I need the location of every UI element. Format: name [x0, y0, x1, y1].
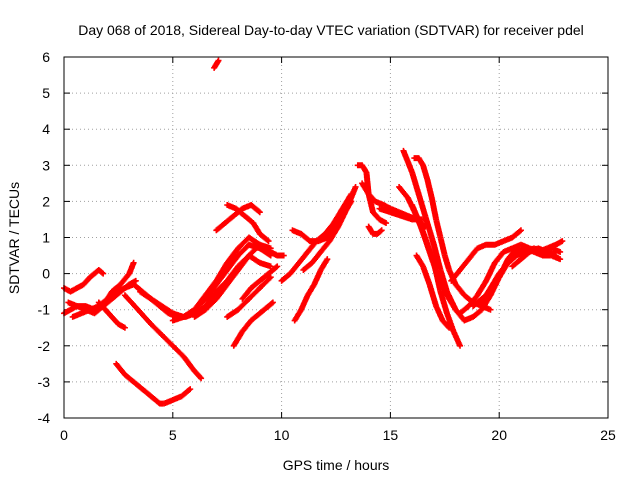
marker-trail: [510, 245, 558, 269]
series-arc-6: [121, 292, 205, 382]
marker-trail: [96, 300, 127, 330]
series-arc-26: [365, 223, 385, 237]
y-tick-label: -4: [38, 410, 51, 426]
y-tick-label: 5: [42, 85, 50, 101]
x-axis-label: GPS time / hours: [283, 457, 390, 473]
x-tick-label: 5: [169, 427, 177, 443]
series-arc-14: [224, 202, 272, 245]
series-arc-16: [230, 299, 276, 349]
marker-trail: [366, 224, 384, 237]
series-arc-36: [509, 245, 559, 270]
y-tick-label: 4: [42, 121, 50, 137]
marker-trail: [192, 253, 273, 320]
series-arc-23: [354, 162, 390, 227]
series-arc-5: [95, 299, 128, 331]
marker-trail: [414, 253, 452, 330]
series-arc-21: [291, 256, 331, 324]
series-arc-22: [300, 183, 359, 273]
y-tick-labels: -4 -3 -2 -1 0 1 2 3 4 5 6: [38, 49, 51, 426]
y-tick-label: 6: [42, 49, 50, 65]
series-arc-32: [448, 227, 524, 284]
marker-trail: [240, 264, 280, 301]
data-points: [61, 57, 566, 407]
series-arc-11: [191, 252, 274, 320]
series-arc-15: [211, 57, 222, 71]
x-tick-label: 0: [60, 427, 68, 443]
marker-trail: [356, 162, 388, 226]
y-tick-label: -3: [38, 374, 51, 390]
y-tick-label: 0: [42, 266, 50, 282]
marker-trail: [114, 362, 193, 407]
y-axis-label: SDTVAR / TECUs: [6, 182, 22, 294]
y-tick-label: -1: [38, 302, 51, 318]
chart-title: Day 068 of 2018, Sidereal Day-to-day VTE…: [78, 22, 584, 38]
series-arc-1: [61, 266, 107, 295]
marker-trail: [62, 267, 106, 294]
marker-trail: [262, 246, 286, 259]
marker-trail: [279, 192, 354, 283]
marker-trail: [171, 235, 273, 324]
marker-trail: [225, 202, 271, 244]
series-arc-29: [396, 183, 464, 349]
y-tick-label: 3: [42, 157, 50, 173]
marker-trail: [231, 300, 275, 348]
grid-lines: [64, 57, 608, 418]
plot-frame: [63, 56, 609, 419]
marker-trail: [225, 275, 273, 320]
series-arc-12: [224, 274, 274, 320]
series-arc-31: [413, 252, 453, 331]
x-tick-label: 15: [383, 427, 399, 443]
marker-trail: [292, 257, 330, 323]
marker-trail: [397, 185, 463, 348]
x-tick-label: 25: [600, 427, 616, 443]
marker-trail: [449, 228, 523, 283]
x-tick-label: 20: [491, 427, 507, 443]
x-tick-labels: 0 5 10 15 20 25: [60, 427, 616, 443]
marker-trail: [122, 293, 204, 381]
series-arc-7: [113, 360, 194, 407]
marker-trail: [211, 58, 221, 70]
series-arc-17: [239, 263, 281, 302]
series-arc-18: [261, 245, 287, 259]
y-tick-label: 1: [42, 230, 50, 246]
y-tick-label: -2: [38, 338, 51, 354]
x-tick-label: 10: [274, 427, 290, 443]
y-tick-label: 2: [42, 193, 50, 209]
marker-trail: [301, 185, 358, 273]
